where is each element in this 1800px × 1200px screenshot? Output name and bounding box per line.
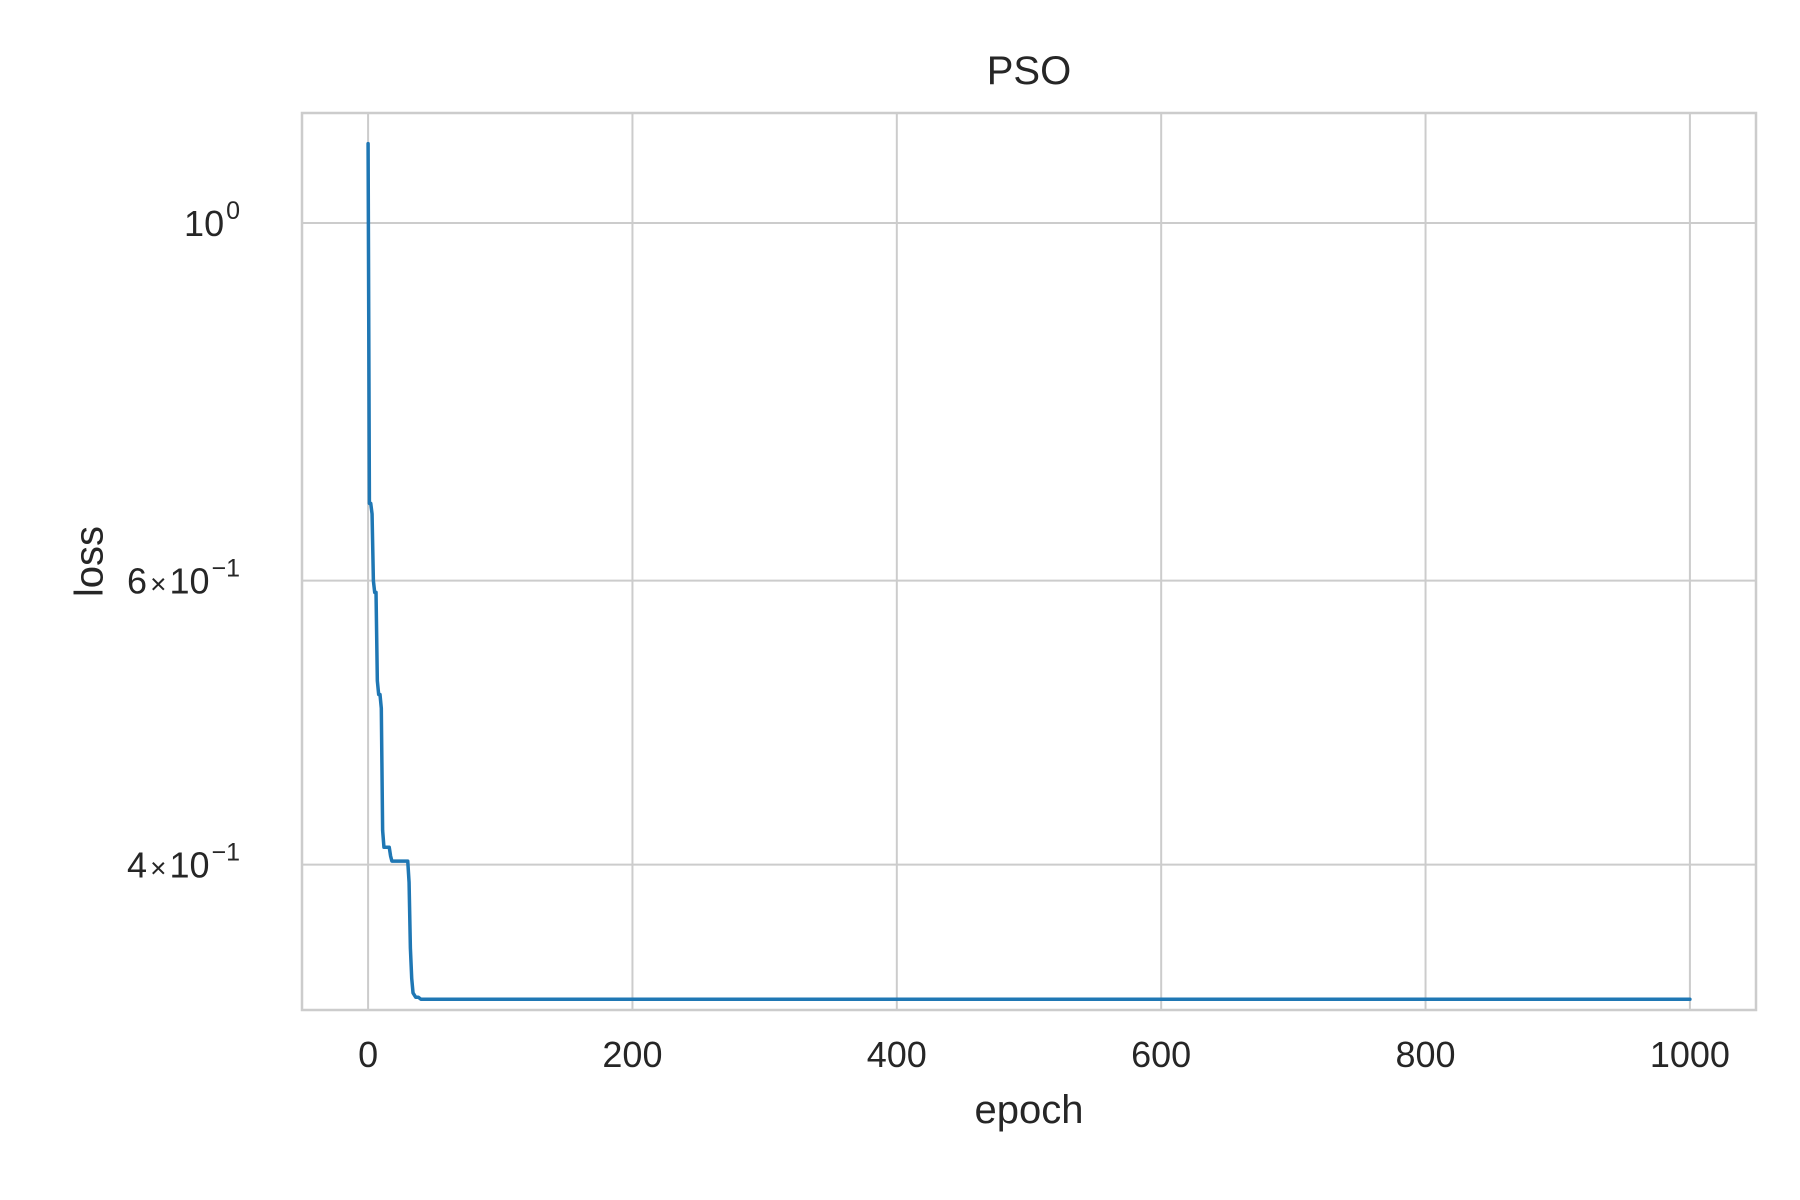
x-tick-labels: 0 200 400 600 800 1000 <box>358 1034 1730 1075</box>
x-tick-label-3: 600 <box>1131 1034 1191 1075</box>
x-tick-label-0: 0 <box>358 1034 378 1075</box>
plot-frame <box>300 111 1758 1012</box>
grid-lines <box>302 113 1756 1010</box>
x-tick-label-4: 800 <box>1396 1034 1456 1075</box>
y-axis-label: loss <box>68 526 112 597</box>
y-tick-label-1: 6 ×10−1 <box>127 555 240 602</box>
x-axis-label: epoch <box>975 1088 1084 1132</box>
x-tick-label-1: 200 <box>602 1034 662 1075</box>
chart-title: PSO <box>987 49 1071 93</box>
y-tick-label-2: 4 ×10−1 <box>127 839 240 886</box>
x-tick-label-2: 400 <box>867 1034 927 1075</box>
series-line-0 <box>366 141 1692 1002</box>
series-layer <box>366 141 1692 1002</box>
y-tick-labels: 100 6 ×10−1 4 ×10−1 <box>127 197 240 886</box>
y-tick-label-0: 100 <box>184 197 240 244</box>
x-tick-label-5: 1000 <box>1650 1034 1730 1075</box>
